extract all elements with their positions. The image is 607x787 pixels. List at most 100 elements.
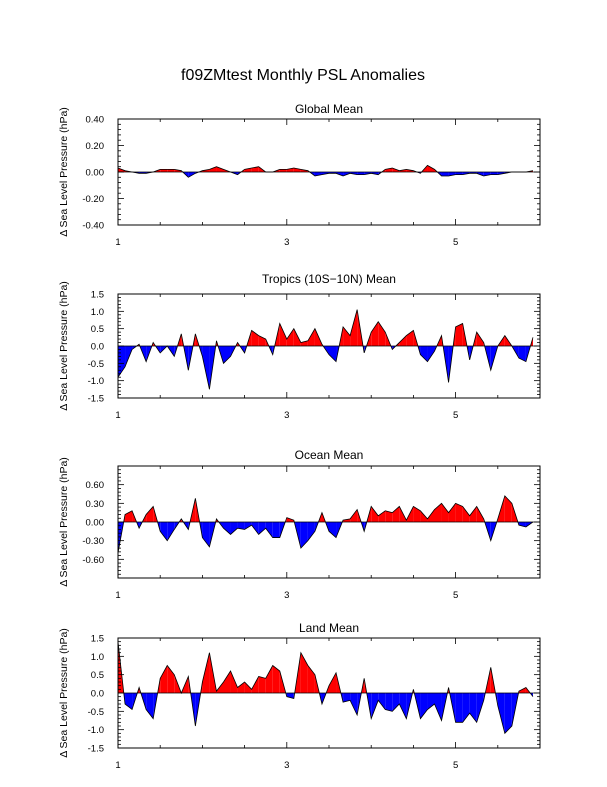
negative-anomaly-area-39-0	[392, 693, 400, 712]
negative-anomaly-area-21-0	[265, 522, 273, 538]
y-tick-label: 0.60	[86, 480, 105, 491]
anomaly-series-line	[117, 164, 534, 178]
negative-anomaly-area-6-0	[160, 522, 168, 541]
x-tick-label: 3	[284, 237, 289, 248]
y-tick-label: 0.40	[86, 115, 105, 126]
positive-anomaly-area-6-0	[160, 169, 168, 172]
panel-title: Land Mean	[299, 621, 359, 635]
negative-anomaly-area-46-0	[441, 172, 449, 176]
anomaly-series-line	[117, 309, 534, 390]
negative-anomaly-area-40-0	[399, 693, 407, 719]
chart-panel-1: -0.40 -0.20 0.00 0.20 0.40 1 3 5 Global Mean Δ Se…	[58, 102, 541, 248]
x-tick-label: 3	[284, 590, 289, 601]
y-axis-label: Δ Sea Level Pressure (hPa)	[58, 281, 70, 411]
negative-anomaly-area-55-0	[504, 693, 512, 734]
x-tick-label: 1	[115, 237, 120, 248]
positive-anomaly-area-24-0	[286, 328, 294, 346]
positive-anomaly-area-47-0	[448, 503, 456, 522]
positive-anomaly-area-13-0	[209, 166, 217, 172]
positive-anomaly-area-48-0	[455, 323, 463, 346]
negative-anomaly-area-45-0	[434, 693, 442, 721]
negative-anomaly-area-43-0	[420, 346, 428, 362]
chart-panel-2: -1.5 -1.0 -0.5 0.0 0.5 1.0 1.5 1 3 5 Tropics (10S−…	[58, 272, 541, 421]
negative-anomaly-area-18-0	[244, 522, 252, 530]
y-tick-label: -1.5	[88, 744, 104, 755]
y-tick-label: -1.0	[88, 725, 104, 736]
negative-anomaly-area-57-0	[518, 522, 526, 527]
positive-anomaly-area-44-0	[427, 509, 435, 522]
positive-anomaly-area-17-0	[237, 682, 245, 693]
positive-anomaly-area-37-0	[378, 321, 386, 346]
positive-anomaly-area-23-0	[279, 169, 287, 172]
y-tick-label: 1.5	[91, 634, 104, 645]
negative-anomaly-area-4-0	[146, 693, 154, 719]
y-tick-label: -0.40	[82, 221, 104, 232]
positive-anomaly-area-46-0	[441, 503, 449, 522]
positive-anomaly-area-7-0	[167, 665, 175, 693]
x-tick-label: 5	[453, 410, 458, 421]
positive-anomaly-area-23-0	[279, 323, 287, 346]
negative-anomaly-area-38-0	[385, 693, 393, 712]
x-tick-label: 5	[453, 237, 458, 248]
x-tick-label: 5	[453, 590, 458, 601]
y-tick-label: 0.0	[91, 342, 104, 353]
y-tick-label: 0.30	[86, 499, 105, 510]
y-tick-label: 0.5	[91, 670, 104, 681]
positive-anomaly-area-45-0	[434, 503, 442, 522]
negative-anomaly-area-53-0	[490, 172, 498, 175]
x-tick-label: 1	[115, 590, 120, 601]
negative-anomaly-area-33-0	[350, 693, 358, 715]
negative-anomaly-area-19-0	[251, 522, 259, 535]
y-tick-label: -0.30	[82, 536, 104, 547]
panel-title: Tropics (10S−10N) Mean	[262, 272, 396, 286]
positive-anomaly-area-33-0	[350, 309, 358, 346]
anomaly-series-line	[117, 641, 534, 735]
negative-anomaly-area-44-0	[427, 346, 435, 362]
positive-anomaly-area-22-0	[272, 665, 280, 693]
positive-anomaly-area-37-0	[378, 510, 386, 522]
negative-anomaly-area-57-0	[518, 346, 526, 362]
positive-anomaly-area-38-0	[385, 510, 393, 522]
y-tick-label: 0.5	[91, 324, 104, 335]
panel-title: Ocean Mean	[295, 448, 364, 462]
positive-anomaly-area-36-0	[371, 506, 379, 522]
x-tick-label: 3	[284, 760, 289, 771]
negative-anomaly-area-51-0	[476, 693, 484, 723]
positive-anomaly-area-27-0	[307, 665, 315, 693]
positive-anomaly-area-19-0	[251, 330, 259, 346]
positive-anomaly-area-55-0	[504, 495, 512, 522]
y-tick-label: -1.0	[88, 376, 104, 387]
negative-anomaly-area-54-0	[497, 693, 505, 734]
positive-anomaly-area-51-0	[476, 332, 484, 346]
positive-anomaly-area-19-0	[251, 676, 259, 693]
y-tick-label: 0.00	[86, 518, 105, 529]
panels-group: -0.40 -0.20 0.00 0.20 0.40 1 3 5 Global Mean Δ Se…	[58, 102, 541, 771]
negative-anomaly-area-22-0	[272, 522, 280, 538]
negative-anomaly-area-36-0	[371, 693, 379, 719]
negative-anomaly-area-37-0	[378, 693, 386, 710]
x-tick-label: 1	[115, 410, 120, 421]
negative-anomaly-area-30-0	[329, 346, 337, 362]
negative-anomaly-area-15-0	[223, 522, 231, 535]
y-tick-label: 1.5	[91, 290, 104, 301]
negative-anomaly-area-27-0	[307, 522, 315, 541]
y-axis-label: Δ Sea Level Pressure (hPa)	[58, 628, 70, 758]
positive-anomaly-area-16-0	[230, 671, 238, 693]
negative-anomaly-area-43-0	[420, 693, 428, 719]
x-tick-label: 1	[115, 760, 120, 771]
positive-anomaly-area-27-0	[307, 328, 315, 346]
negative-anomaly-area-26-0	[300, 522, 308, 549]
positive-anomaly-area-39-0	[392, 506, 400, 522]
x-tick-label: 3	[284, 410, 289, 421]
y-tick-label: -0.20	[82, 194, 104, 205]
positive-anomaly-area-32-0	[343, 326, 351, 346]
positive-anomaly-area-41-0	[406, 330, 414, 346]
negative-anomaly-area-12-0	[202, 522, 210, 547]
x-tick-label: 5	[453, 760, 458, 771]
negative-anomaly-area-17-0	[237, 522, 245, 530]
positive-anomaly-area-4-0	[146, 506, 154, 522]
positive-anomaly-area-12-0	[202, 652, 210, 693]
positive-anomaly-area-33-0	[350, 509, 358, 522]
